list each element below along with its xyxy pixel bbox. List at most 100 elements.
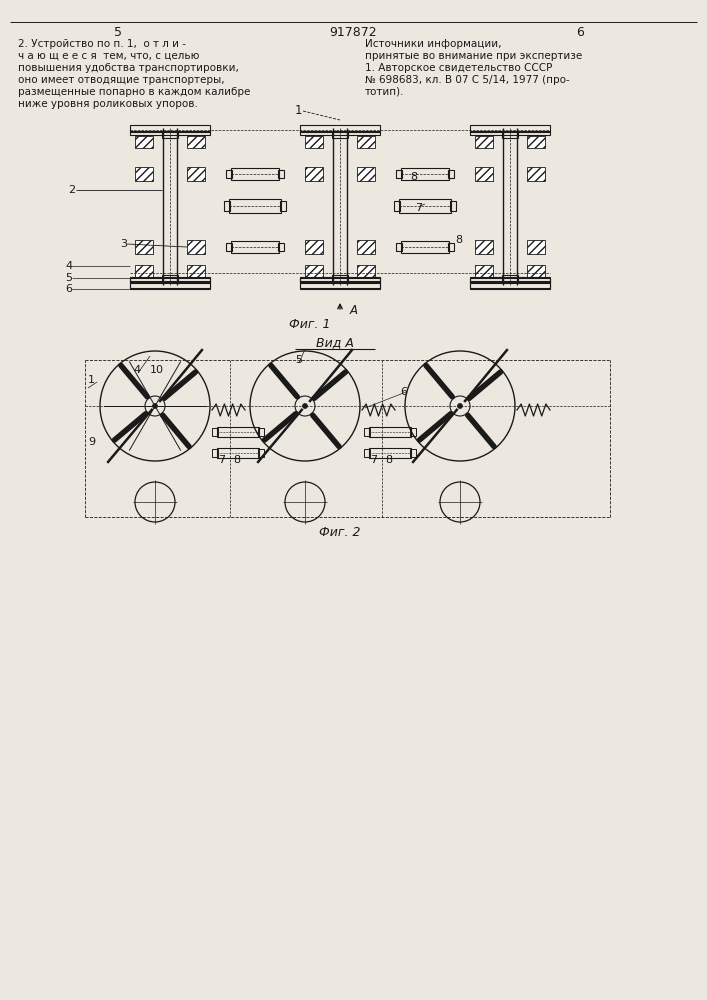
Text: 6: 6 xyxy=(576,25,584,38)
Text: Фиг. 1: Фиг. 1 xyxy=(289,318,331,332)
Bar xyxy=(130,278,210,282)
Bar xyxy=(224,201,230,211)
Text: оно имеет отводящие транспортеры,: оно имеет отводящие транспортеры, xyxy=(18,75,225,85)
Text: повышения удобства транспортировки,: повышения удобства транспортировки, xyxy=(18,63,239,73)
Text: 8: 8 xyxy=(385,455,392,465)
Text: 1. Авторское свидетельство СССР: 1. Авторское свидетельство СССР xyxy=(365,63,552,73)
Text: 1: 1 xyxy=(88,375,95,385)
Text: 6: 6 xyxy=(400,387,407,397)
Circle shape xyxy=(457,403,462,408)
Bar xyxy=(475,240,493,254)
Bar xyxy=(300,125,380,132)
Bar xyxy=(130,283,210,289)
Bar xyxy=(258,428,264,436)
Bar xyxy=(187,265,205,277)
Bar xyxy=(502,275,518,282)
Text: 2: 2 xyxy=(68,185,75,195)
Bar xyxy=(357,265,375,277)
Text: принятые во внимание при экспертизе: принятые во внимание при экспертизе xyxy=(365,51,583,61)
Bar xyxy=(226,243,232,251)
Text: № 698683, кл. В 07 С 5/14, 1977 (про-: № 698683, кл. В 07 С 5/14, 1977 (про- xyxy=(365,75,570,85)
Bar xyxy=(527,265,545,277)
Text: 4: 4 xyxy=(65,261,72,271)
Bar xyxy=(448,243,454,251)
Bar xyxy=(305,240,323,254)
Text: 6: 6 xyxy=(65,284,72,294)
Bar xyxy=(470,131,550,135)
Text: 7: 7 xyxy=(218,455,225,465)
Bar xyxy=(470,277,550,282)
Text: Фиг. 2: Фиг. 2 xyxy=(320,526,361,538)
Text: 8: 8 xyxy=(410,172,417,182)
Text: 4: 4 xyxy=(133,365,140,375)
Bar xyxy=(300,131,380,135)
Bar xyxy=(527,240,545,254)
Bar xyxy=(410,428,416,436)
Bar xyxy=(305,136,323,148)
Text: 8: 8 xyxy=(455,235,462,245)
Bar xyxy=(135,240,153,254)
Bar xyxy=(187,167,205,181)
Bar xyxy=(300,281,380,288)
Bar xyxy=(130,277,210,282)
Bar xyxy=(212,449,218,457)
Bar xyxy=(280,201,286,211)
Text: 10: 10 xyxy=(150,365,164,375)
Text: 5: 5 xyxy=(114,25,122,38)
Text: Источники информации,: Источники информации, xyxy=(365,39,501,49)
Bar xyxy=(258,449,264,457)
Bar xyxy=(226,170,232,178)
Bar xyxy=(357,167,375,181)
Bar xyxy=(475,167,493,181)
Bar xyxy=(475,136,493,148)
Bar xyxy=(212,428,218,436)
Bar xyxy=(394,201,400,211)
Bar xyxy=(229,199,281,213)
Bar xyxy=(135,265,153,277)
Bar xyxy=(475,265,493,277)
Circle shape xyxy=(303,403,308,408)
Text: 7: 7 xyxy=(415,203,422,213)
Bar xyxy=(135,167,153,181)
Bar xyxy=(450,201,456,211)
Bar xyxy=(231,168,279,180)
Text: 9: 9 xyxy=(88,437,95,447)
Bar xyxy=(231,241,279,253)
Text: тотип).: тотип). xyxy=(365,87,404,97)
Text: 7: 7 xyxy=(370,455,377,465)
Text: 917872: 917872 xyxy=(329,25,377,38)
Bar xyxy=(332,275,348,282)
Text: 2. Устройство по п. 1,  о т л и -: 2. Устройство по п. 1, о т л и - xyxy=(18,39,186,49)
Bar xyxy=(401,168,449,180)
Bar xyxy=(527,167,545,181)
Bar xyxy=(217,448,259,458)
Bar xyxy=(357,240,375,254)
Bar xyxy=(130,125,210,132)
Text: ч а ю щ е е с я  тем, что, с целью: ч а ю щ е е с я тем, что, с целью xyxy=(18,51,199,61)
Bar xyxy=(470,283,550,289)
Bar xyxy=(399,199,451,213)
Bar xyxy=(130,281,210,288)
Bar xyxy=(410,449,416,457)
Bar xyxy=(300,278,380,282)
Bar xyxy=(217,427,259,437)
Bar xyxy=(300,283,380,289)
Bar xyxy=(527,136,545,148)
Bar xyxy=(369,448,411,458)
Bar xyxy=(162,275,178,282)
Text: ниже уровня роликовых упоров.: ниже уровня роликовых упоров. xyxy=(18,99,198,109)
Bar xyxy=(364,428,370,436)
Bar xyxy=(364,449,370,457)
Text: 5: 5 xyxy=(65,273,72,283)
Bar xyxy=(470,278,550,282)
Bar xyxy=(278,170,284,178)
Bar xyxy=(448,170,454,178)
Bar xyxy=(187,136,205,148)
Bar xyxy=(162,131,178,138)
Text: A: A xyxy=(350,304,358,316)
Bar xyxy=(332,131,348,138)
Bar xyxy=(130,131,210,135)
Bar xyxy=(300,277,380,282)
Bar xyxy=(470,281,550,288)
Text: 1: 1 xyxy=(295,104,303,116)
